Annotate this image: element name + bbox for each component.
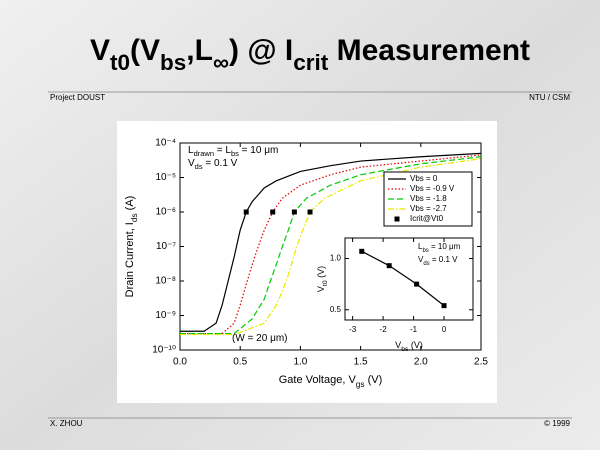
- data-point: [414, 281, 420, 287]
- text-part: ∞: [213, 50, 229, 75]
- legend-label: Vbs = -2.7: [410, 204, 447, 213]
- legend-label: Vbs = -0.9 V: [410, 184, 455, 193]
- text-part: ,L: [186, 34, 213, 67]
- x-tick-label: 2.0: [414, 357, 428, 368]
- text-part: (V): [408, 340, 423, 350]
- text-part: crit: [293, 50, 329, 75]
- data-point: [441, 303, 447, 309]
- text-part: (A): [124, 196, 136, 214]
- text-part: t0: [110, 50, 130, 75]
- legend-label: Vbs = -1.8: [410, 194, 447, 203]
- annotation: Vds = 0.1 V: [418, 255, 458, 266]
- text-part: bs: [231, 149, 239, 158]
- slide-title: Vt0(Vbs,L∞) @ Icrit Measurement: [90, 34, 530, 76]
- y-tick-label: 10⁻⁸: [155, 276, 176, 287]
- text-part: L: [418, 242, 423, 251]
- text-part: (W = 20 μm): [232, 333, 288, 344]
- text-part: = L: [214, 145, 231, 156]
- data-point: [386, 263, 392, 269]
- x-tick-label: 2.5: [474, 357, 488, 368]
- data-point: [359, 248, 365, 254]
- x-tick-label: 0: [442, 325, 447, 334]
- text-part: = 10 μm: [239, 145, 278, 156]
- x-tick-label: -3: [349, 325, 357, 334]
- y-axis-label: Vt0 (V): [316, 266, 329, 292]
- text-part: (V): [316, 266, 326, 281]
- y-tick-label: 10⁻⁶: [155, 207, 176, 218]
- x-tick-label: 0.5: [233, 357, 247, 368]
- y-tick-label: 1.0: [330, 254, 342, 263]
- text-part: V: [418, 255, 424, 264]
- text-part: (V: [130, 34, 160, 67]
- text-part: = 0.1 V: [430, 255, 458, 264]
- text-part: ds: [195, 162, 203, 171]
- series-line: [361, 250, 445, 307]
- text-part: L: [188, 145, 194, 156]
- text-part: ) @ I: [229, 34, 293, 67]
- data-point: [243, 209, 249, 215]
- x-axis-label: Vbs (V): [395, 340, 423, 353]
- x-tick-label: 1.0: [293, 357, 307, 368]
- x-axis-label: Gate Voltage, Vgs (V): [279, 374, 383, 389]
- footer-right: © 1999: [544, 419, 570, 428]
- y-tick-label: 10⁻⁹: [155, 310, 176, 321]
- x-tick-label: 1.5: [354, 357, 368, 368]
- annotation: Vds = 0.1 V: [188, 158, 238, 172]
- series-line: [180, 156, 482, 335]
- text-part: ds: [423, 261, 429, 267]
- y-tick-label: 10⁻⁴: [155, 138, 176, 149]
- y-tick-label: 10⁻¹⁰: [152, 345, 176, 356]
- series-line: [180, 158, 482, 336]
- x-tick-label: -1: [410, 325, 418, 334]
- header-right: NTU / CSM: [529, 93, 570, 102]
- text-part: (V): [365, 374, 383, 386]
- text-part: Gate Voltage, V: [279, 374, 357, 386]
- text-part: V: [188, 158, 195, 169]
- series-line: [180, 152, 482, 332]
- footer-left: X. ZHOU: [50, 419, 83, 428]
- legend-swatch: [394, 216, 400, 222]
- annotation: (W = 20 μm): [232, 333, 288, 344]
- text-part: gs: [356, 380, 365, 389]
- y-tick-label: 10⁻⁷: [156, 241, 176, 252]
- data-point: [307, 209, 313, 215]
- annotation: Lbs = 10 μm: [418, 242, 461, 253]
- text-part: = 10 μm: [429, 242, 461, 251]
- text-part: bs: [160, 50, 186, 75]
- data-point: [291, 209, 297, 215]
- header-left: Project DOUST: [50, 93, 105, 102]
- y-axis-label: Drain Current, Ids (A): [124, 196, 139, 298]
- text-part: = 0.1 V: [203, 158, 238, 169]
- text-part: Drain Current, I: [124, 222, 136, 297]
- text-part: Measurement: [328, 34, 530, 67]
- text-part: t0: [322, 280, 329, 286]
- x-tick-label: 0.0: [173, 357, 187, 368]
- x-tick-label: -2: [380, 325, 388, 334]
- text-part: bs: [422, 248, 428, 254]
- text-part: drawn: [194, 149, 214, 158]
- series-line: [180, 154, 482, 335]
- legend-label: Icrit@Vt0: [410, 214, 444, 223]
- text-part: V: [395, 340, 401, 350]
- text-part: bs: [401, 346, 409, 353]
- text-part: V: [316, 286, 326, 292]
- text-part: V: [90, 34, 110, 67]
- annotation: Ldrawn = Lbs = 10 μm: [188, 145, 278, 159]
- data-point: [270, 209, 276, 215]
- y-tick-label: 0.5: [330, 305, 342, 314]
- y-tick-label: 10⁻⁵: [155, 172, 176, 183]
- legend-label: Vbs = 0: [410, 174, 438, 183]
- text-part: ds: [130, 213, 139, 222]
